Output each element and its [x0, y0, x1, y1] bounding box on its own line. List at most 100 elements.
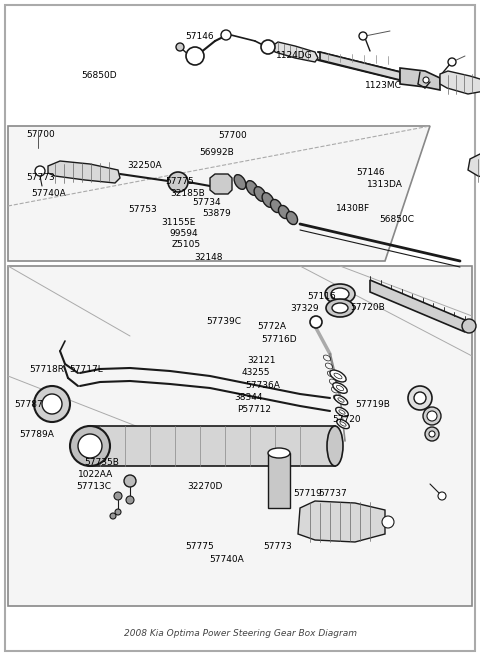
Bar	[268, 453, 290, 508]
Ellipse shape	[334, 395, 348, 405]
Ellipse shape	[326, 299, 354, 317]
Text: 57789A: 57789A	[19, 430, 54, 439]
Text: 37329: 37329	[290, 304, 319, 313]
Text: 57735B: 57735B	[84, 458, 119, 467]
Text: 56850C: 56850C	[379, 215, 414, 224]
Text: 57116: 57116	[307, 292, 336, 301]
Ellipse shape	[336, 419, 349, 428]
Circle shape	[438, 492, 446, 500]
Ellipse shape	[336, 407, 348, 417]
Circle shape	[462, 319, 476, 333]
Circle shape	[382, 516, 394, 528]
Ellipse shape	[336, 385, 344, 390]
Text: 1313DA: 1313DA	[367, 180, 403, 190]
Ellipse shape	[81, 426, 99, 466]
Circle shape	[423, 77, 429, 83]
Polygon shape	[8, 266, 472, 606]
Circle shape	[425, 427, 439, 441]
Polygon shape	[210, 174, 232, 194]
Circle shape	[186, 47, 204, 65]
Circle shape	[70, 426, 110, 466]
Text: 32121: 32121	[247, 356, 276, 365]
Ellipse shape	[333, 382, 347, 394]
Circle shape	[42, 394, 62, 414]
Circle shape	[310, 316, 322, 328]
Text: 57734: 57734	[192, 197, 221, 207]
Text: 57700: 57700	[218, 131, 247, 140]
Text: 1430BF: 1430BF	[336, 204, 370, 213]
Polygon shape	[370, 280, 465, 332]
Text: 57720: 57720	[333, 415, 361, 424]
Text: 1124DG: 1124DG	[276, 51, 312, 60]
Text: 56850D: 56850D	[82, 71, 117, 80]
Text: 32250A: 32250A	[127, 161, 162, 170]
Ellipse shape	[325, 284, 355, 304]
Ellipse shape	[327, 426, 343, 466]
Text: 57716D: 57716D	[262, 335, 297, 344]
Ellipse shape	[287, 211, 298, 224]
Circle shape	[168, 172, 188, 192]
Circle shape	[429, 431, 435, 437]
Ellipse shape	[254, 187, 266, 201]
Text: P57712: P57712	[238, 405, 272, 415]
Text: 53879: 53879	[203, 209, 231, 218]
Polygon shape	[468, 154, 480, 182]
Ellipse shape	[339, 410, 345, 414]
Text: 31155E: 31155E	[161, 218, 195, 227]
Polygon shape	[320, 52, 400, 80]
Ellipse shape	[332, 303, 348, 313]
Circle shape	[221, 30, 231, 40]
Text: 38344: 38344	[234, 393, 263, 402]
Text: 57719: 57719	[294, 489, 323, 498]
Text: 1022AA: 1022AA	[78, 470, 113, 480]
Text: 57146: 57146	[356, 168, 385, 177]
Text: 57719B: 57719B	[355, 400, 390, 409]
Text: 57720B: 57720B	[350, 302, 385, 312]
Ellipse shape	[270, 199, 282, 213]
Text: 57775: 57775	[185, 542, 214, 551]
Ellipse shape	[334, 373, 342, 379]
Text: 57753: 57753	[129, 205, 157, 215]
Circle shape	[124, 475, 136, 487]
Text: 57740A: 57740A	[209, 555, 243, 564]
Circle shape	[427, 411, 437, 421]
Text: 56992B: 56992B	[199, 148, 234, 157]
Text: 57736A: 57736A	[246, 380, 281, 390]
Text: 43255: 43255	[241, 368, 270, 377]
Circle shape	[110, 513, 116, 519]
Circle shape	[126, 496, 134, 504]
Text: 5772A: 5772A	[257, 322, 286, 331]
Circle shape	[261, 40, 275, 54]
Text: 57713C: 57713C	[76, 482, 111, 491]
Circle shape	[34, 386, 70, 422]
Text: 1123MC: 1123MC	[365, 81, 402, 90]
Circle shape	[448, 58, 456, 66]
Ellipse shape	[340, 422, 346, 426]
Text: 57773: 57773	[263, 542, 292, 551]
Ellipse shape	[331, 288, 349, 300]
Text: 99594: 99594	[169, 229, 198, 238]
Ellipse shape	[330, 370, 346, 382]
Text: 2008 Kia Optima Power Steering Gear Box Diagram: 2008 Kia Optima Power Steering Gear Box …	[123, 630, 357, 638]
Text: 57775: 57775	[166, 176, 194, 186]
Circle shape	[115, 509, 121, 515]
Circle shape	[35, 166, 45, 176]
Text: 57700: 57700	[26, 130, 55, 139]
Circle shape	[78, 434, 102, 458]
Text: 32270D: 32270D	[187, 482, 223, 491]
Text: 57718R: 57718R	[29, 365, 64, 374]
Circle shape	[114, 492, 122, 500]
Ellipse shape	[262, 193, 274, 207]
Polygon shape	[90, 426, 335, 466]
Polygon shape	[48, 161, 120, 183]
Text: 57146: 57146	[185, 31, 214, 41]
Circle shape	[408, 386, 432, 410]
Text: 32148: 32148	[194, 253, 223, 262]
Text: 57717L: 57717L	[70, 365, 103, 374]
Ellipse shape	[278, 205, 289, 218]
Text: Z5105: Z5105	[172, 240, 201, 249]
Text: 57740A: 57740A	[31, 189, 66, 198]
Ellipse shape	[246, 180, 258, 195]
Text: 57787: 57787	[14, 400, 43, 409]
Circle shape	[359, 32, 367, 40]
